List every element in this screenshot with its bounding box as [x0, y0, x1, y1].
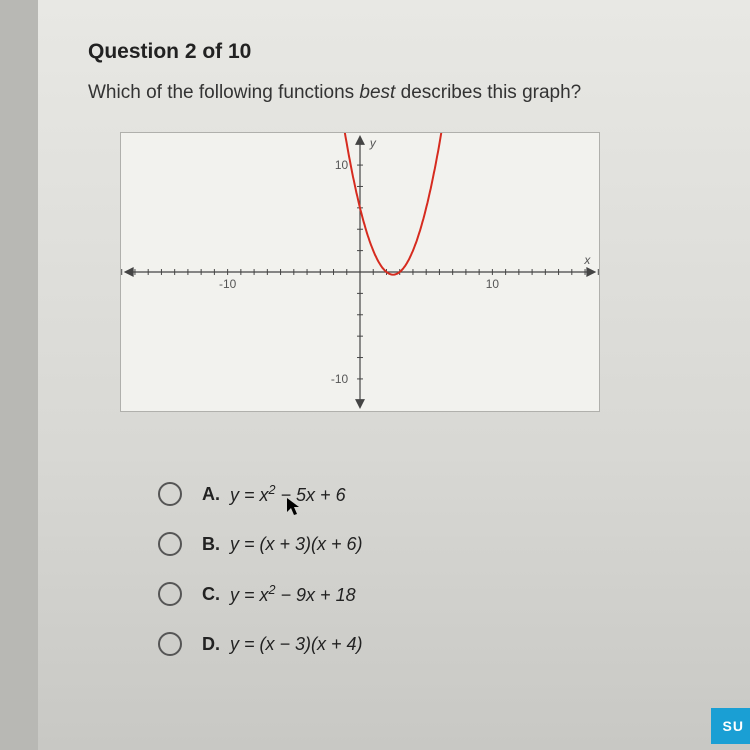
answer-letter: B.: [202, 534, 220, 555]
answer-option[interactable]: B. y = (x + 3)(x + 6): [158, 532, 720, 556]
svg-text:-10: -10: [331, 372, 349, 386]
answer-list: A. y = x2 − 5x + 6 B. y = (x + 3)(x + 6)…: [158, 482, 720, 656]
answer-letter: A.: [202, 484, 220, 505]
radio-icon[interactable]: [158, 632, 182, 656]
svg-text:x: x: [583, 253, 591, 267]
prompt-after: describes this graph?: [395, 82, 581, 103]
answer-letter: D.: [202, 634, 220, 655]
answer-option[interactable]: D. y = (x − 3)(x + 4): [158, 632, 720, 656]
svg-text:10: 10: [486, 277, 500, 291]
answer-math: y = (x + 3)(x + 6): [230, 534, 363, 555]
answer-math: y = (x − 3)(x + 4): [230, 634, 363, 655]
svg-text:-10: -10: [219, 277, 237, 291]
svg-text:y: y: [369, 136, 377, 150]
radio-icon[interactable]: [158, 482, 182, 506]
answer-option[interactable]: C. y = x2 − 9x + 18: [158, 582, 720, 606]
graph-container: -10 10 10 -10 y x: [120, 132, 600, 412]
svg-text:10: 10: [335, 158, 349, 172]
answer-letter: C.: [202, 584, 220, 605]
graph-plot: -10 10 10 -10 y x: [121, 133, 599, 411]
radio-icon[interactable]: [158, 532, 182, 556]
question-page: Question 2 of 10 Which of the following …: [38, 0, 750, 750]
prompt-emph: best: [359, 82, 395, 103]
prompt-before: Which of the following functions: [88, 82, 359, 103]
submit-button[interactable]: SU: [711, 708, 750, 744]
answer-option[interactable]: A. y = x2 − 5x + 6: [158, 482, 720, 506]
question-prompt: Which of the following functions best de…: [88, 82, 720, 104]
radio-icon[interactable]: [158, 582, 182, 606]
answer-math: y = x2 − 9x + 18: [230, 583, 356, 606]
question-header: Question 2 of 10: [88, 40, 720, 64]
answer-math: y = x2 − 5x + 6: [230, 483, 346, 506]
